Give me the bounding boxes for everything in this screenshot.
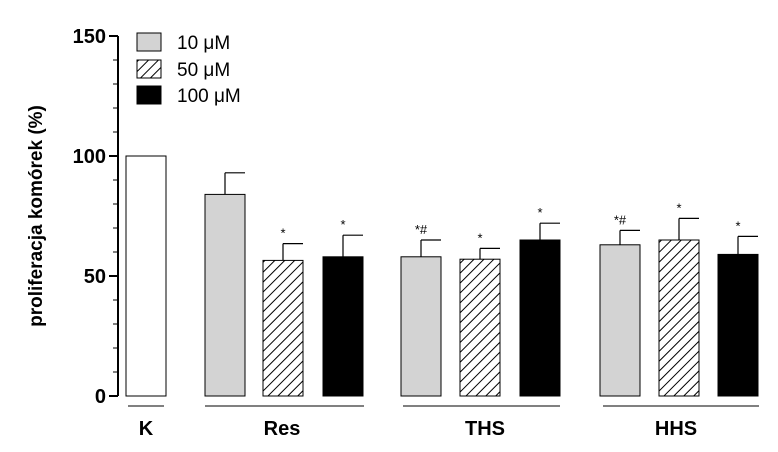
bar <box>400 256 442 397</box>
group-label: Res <box>264 418 301 440</box>
bar <box>204 193 246 397</box>
legend-label: 100 μM <box>177 86 241 107</box>
group-label: THS <box>465 418 505 440</box>
bar <box>262 259 304 397</box>
legend-swatch <box>136 32 162 52</box>
bar <box>658 239 700 397</box>
y-tick-label: 0 <box>95 386 106 408</box>
legend-label: 50 μM <box>177 60 230 81</box>
significance-label: * <box>340 217 345 232</box>
bar <box>459 258 501 397</box>
bar <box>322 256 364 397</box>
significance-label: * <box>537 205 542 220</box>
y-tick-label: 100 <box>73 146 106 168</box>
bar <box>125 155 167 397</box>
significance-label: * <box>676 200 681 215</box>
significance-label: * <box>735 218 740 233</box>
bar <box>717 253 759 397</box>
bar <box>599 244 641 397</box>
group-label: K <box>139 418 154 440</box>
y-axis-label: proliferacja komórek (%) <box>26 105 47 327</box>
group-label: HHS <box>655 418 697 440</box>
significance-label: * <box>280 226 285 241</box>
y-tick-label: 150 <box>73 26 106 48</box>
significance-label: *# <box>614 212 627 227</box>
legend-swatch <box>136 59 162 79</box>
legend-label: 10 μM <box>177 33 230 54</box>
significance-label: *# <box>415 222 428 237</box>
y-tick-label: 50 <box>84 266 106 288</box>
bar <box>519 239 561 397</box>
significance-label: * <box>477 230 482 245</box>
legend-swatch <box>136 85 162 105</box>
